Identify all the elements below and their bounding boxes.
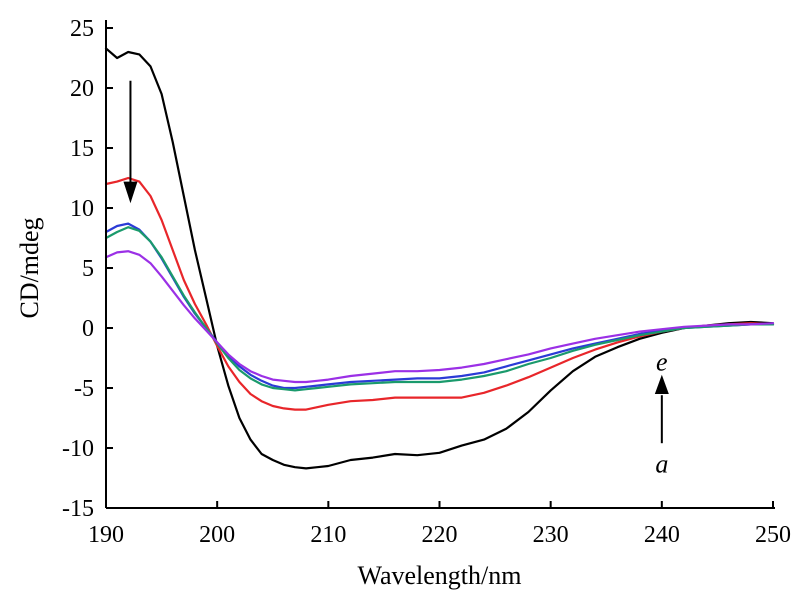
x-tick-label: 190 (88, 522, 124, 548)
y-tick-label: -15 (62, 496, 94, 522)
down-arrow-head (123, 181, 138, 204)
series-line-2 (104, 176, 775, 411)
series-layer (104, 47, 775, 470)
series-line-3 (104, 222, 775, 390)
y-axis-title: CD/mdeg (15, 217, 44, 318)
y-tick-label: 10 (70, 196, 94, 222)
x-tick-label: 210 (310, 522, 346, 548)
series-label-a: a (655, 450, 668, 479)
y-tick-label: 25 (70, 16, 94, 42)
x-tick-label: 220 (422, 522, 458, 548)
y-tick-label: -10 (62, 436, 94, 462)
y-tick-label: 15 (70, 136, 94, 162)
series-line-4 (104, 226, 775, 392)
series-line-5 (104, 250, 775, 384)
x-axis-title: Wavelength/nm (358, 561, 522, 590)
series-label-e: e (656, 348, 668, 377)
y-tick-label: 20 (70, 76, 94, 102)
x-tick-label: 250 (755, 522, 791, 548)
x-tick-label: 200 (199, 522, 235, 548)
series-line-1 (104, 47, 775, 470)
up-arrow-head (654, 374, 669, 394)
x-tick-label: 230 (533, 522, 569, 548)
y-tick-label: 5 (82, 256, 94, 282)
x-tick-label: 240 (644, 522, 680, 548)
y-tick-label: -5 (74, 376, 94, 402)
y-tick-label: 0 (82, 316, 94, 342)
annotation-layer: ae (123, 80, 669, 479)
ticks-layer: 190 200 210 220 230 240 250 25 20 15 10 5 0 -5 -10 -15 (62, 16, 791, 548)
axes-layer (105, 20, 775, 509)
